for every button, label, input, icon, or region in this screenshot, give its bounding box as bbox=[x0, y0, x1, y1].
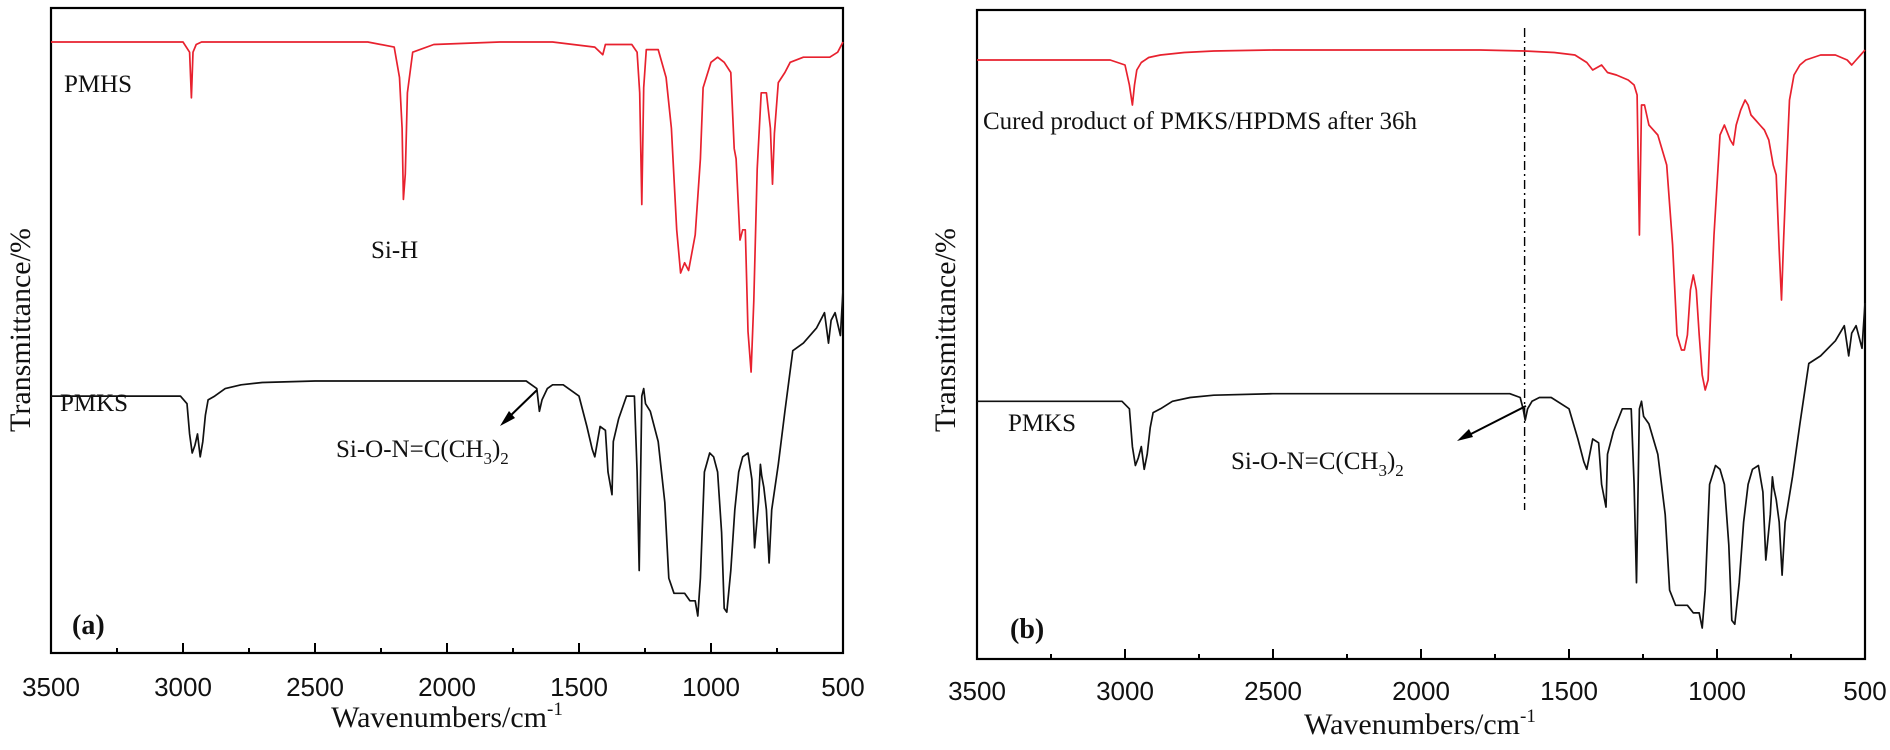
panel-b-x-tick-label-2500: 2500 bbox=[1244, 676, 1302, 706]
panel-a: 3500 3000 2500 2000 1500 1000 500 PMHS Si-H PM… bbox=[4, 6, 865, 734]
panel-b-x-tick-label-1500: 1500 bbox=[1540, 676, 1598, 706]
panel-a-plot-frame bbox=[49, 6, 845, 655]
panel-a-x-ticks bbox=[50, 643, 844, 653]
panel-a-y-axis-label: Transmittance/% bbox=[4, 228, 37, 432]
panel-a-x-tick-label-1500: 1500 bbox=[550, 672, 608, 702]
oxime-subscript-2: 2 bbox=[500, 449, 509, 468]
panel-a-x-tick-label-1000: 1000 bbox=[682, 672, 740, 702]
oxime-main-text: Si-O-N=C(CH bbox=[1231, 448, 1378, 475]
panel-a-x-axis-label-sup: -1 bbox=[547, 699, 563, 720]
panel-a-x-axis-label: Wavenumbers/cm-1 bbox=[331, 699, 563, 734]
panel-b-label-cured-product: Cured product of PMKS/HPDMS after 36h bbox=[983, 108, 1418, 135]
panel-b-x-tick-label-3500: 3500 bbox=[948, 676, 1006, 706]
panel-b-x-tick-label-1000: 1000 bbox=[1688, 676, 1746, 706]
panel-b-x-axis-label-sup: -1 bbox=[1520, 706, 1536, 727]
oxime-close-paren: ) bbox=[492, 436, 500, 463]
panel-b-label-oxime: Si-O-N=C(CH3)2 bbox=[1231, 448, 1404, 480]
panel-a-x-axis-label-text: Wavenumbers/cm bbox=[331, 701, 547, 734]
panel-b-x-ticks bbox=[976, 649, 1866, 659]
panel-a-x-tick-label-500: 500 bbox=[821, 672, 864, 702]
oxime-main-text: Si-O-N=C(CH bbox=[336, 436, 483, 463]
panel-b: 3500 3000 2500 2000 1500 1000 500 Cured produc… bbox=[929, 8, 1887, 741]
panel-b-label-pmks: PMKS bbox=[1008, 410, 1076, 437]
panel-a-x-tick-label-2000: 2000 bbox=[418, 672, 476, 702]
panel-a-oxime-arrowhead bbox=[500, 411, 515, 426]
oxime-close-paren: ) bbox=[1387, 448, 1395, 475]
panel-a-x-tick-label-3000: 3000 bbox=[154, 672, 212, 702]
panel-a-x-tick-label-2500: 2500 bbox=[286, 672, 344, 702]
oxime-subscript-3: 3 bbox=[483, 449, 492, 468]
panel-b-x-axis-label-text: Wavenumbers/cm bbox=[1304, 708, 1520, 741]
panel-a-label-pmhs: PMHS bbox=[64, 71, 132, 98]
panel-a-x-tick-label-3500: 3500 bbox=[22, 672, 80, 702]
oxime-subscript-2: 2 bbox=[1395, 461, 1404, 480]
panel-a-label-si-h: Si-H bbox=[371, 237, 418, 264]
panel-b-x-axis-label: Wavenumbers/cm-1 bbox=[1304, 706, 1536, 741]
panel-b-series-cured-product-line bbox=[977, 49, 1866, 391]
panel-b-series-pmks-line bbox=[977, 302, 1866, 629]
panel-b-oxime-arrow bbox=[1464, 405, 1527, 438]
panel-a-x-tick-labels: 3500 3000 2500 2000 1500 1000 500 bbox=[22, 672, 865, 702]
panel-b-x-tick-label-2000: 2000 bbox=[1392, 676, 1450, 706]
panel-a-series-pmhs-line bbox=[51, 41, 844, 373]
panel-a-tag: (a) bbox=[72, 610, 105, 641]
panel-a-label-pmks: PMKS bbox=[60, 390, 128, 417]
panel-a-series-pmks-line bbox=[51, 289, 844, 617]
panel-b-tag: (b) bbox=[1010, 614, 1044, 645]
panel-b-oxime-arrowhead bbox=[1457, 429, 1473, 441]
panel-b-x-tick-label-500: 500 bbox=[1843, 676, 1886, 706]
panel-b-x-tick-labels: 3500 3000 2500 2000 1500 1000 500 bbox=[948, 676, 1887, 706]
panel-a-label-oxime: Si-O-N=C(CH3)2 bbox=[336, 436, 509, 468]
panel-b-x-tick-label-3000: 3000 bbox=[1096, 676, 1154, 706]
oxime-subscript-3: 3 bbox=[1378, 461, 1387, 480]
panel-b-y-axis-label: Transmittance/% bbox=[929, 228, 962, 432]
